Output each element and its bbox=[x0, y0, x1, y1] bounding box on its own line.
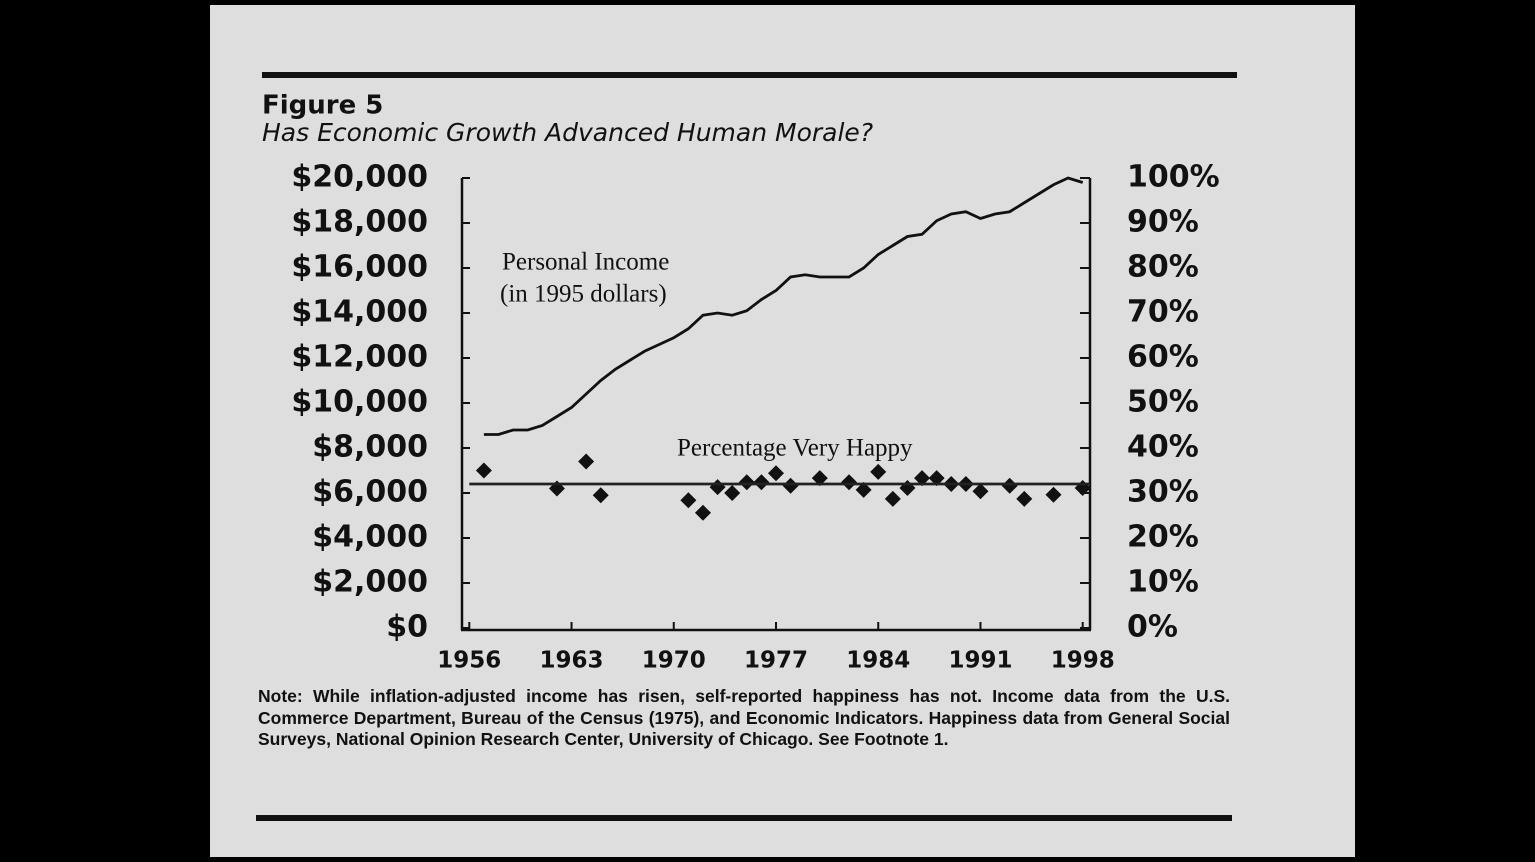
y2-tick-label: 90% bbox=[1127, 205, 1199, 240]
chart-subtitle: Has Economic Growth Advanced Human Moral… bbox=[262, 118, 873, 147]
point bbox=[724, 485, 741, 501]
point bbox=[972, 483, 989, 500]
y2-tick-label: 50% bbox=[1127, 385, 1199, 420]
point bbox=[855, 481, 872, 498]
y2-tick-label: 40% bbox=[1127, 430, 1199, 465]
point bbox=[768, 465, 784, 482]
x-tick-label: 1998 bbox=[1051, 648, 1115, 674]
slide bbox=[210, 5, 1355, 857]
point bbox=[841, 474, 858, 491]
x-tick-label: 1963 bbox=[540, 648, 604, 674]
x-tick-label: 1984 bbox=[846, 648, 910, 674]
annotation: Percentage Very Happy bbox=[677, 435, 913, 462]
y-tick-label: $2,000 bbox=[312, 565, 428, 600]
y2-tick-label: 20% bbox=[1127, 520, 1199, 555]
point bbox=[914, 470, 931, 487]
chart-title: Figure 5 bbox=[262, 91, 383, 121]
y2-tick-label: 10% bbox=[1127, 565, 1199, 600]
point bbox=[592, 487, 609, 504]
x-tick-label: 1977 bbox=[744, 648, 808, 674]
point bbox=[884, 490, 901, 507]
point bbox=[680, 492, 697, 509]
y2-tick-label: 100% bbox=[1127, 160, 1220, 195]
series-line bbox=[483, 176, 1084, 436]
y-tick-label: $16,000 bbox=[291, 250, 428, 285]
y-tick-label: $18,000 bbox=[291, 205, 428, 240]
y2-tick-label: 70% bbox=[1127, 295, 1199, 330]
point bbox=[811, 470, 828, 487]
y2-tick-label: 80% bbox=[1127, 250, 1199, 285]
point bbox=[753, 474, 770, 491]
point bbox=[738, 474, 755, 491]
y-tick-label: $10,000 bbox=[291, 385, 428, 420]
point bbox=[475, 462, 492, 479]
note: Note: While inflation-adjusted income ha… bbox=[258, 686, 1230, 749]
annotation: Personal Income bbox=[502, 249, 669, 276]
point bbox=[1016, 490, 1033, 507]
point bbox=[899, 480, 916, 497]
point bbox=[694, 504, 711, 521]
point bbox=[1045, 486, 1062, 503]
point bbox=[709, 479, 726, 496]
y-tick-label: $4,000 bbox=[312, 520, 428, 555]
y-tick-label: $20,000 bbox=[291, 160, 428, 195]
annotation: (in 1995 dollars) bbox=[500, 281, 667, 308]
point bbox=[870, 463, 887, 480]
point bbox=[578, 453, 595, 470]
y-tick-label: $6,000 bbox=[312, 475, 428, 510]
y2-tick-label: 0% bbox=[1127, 610, 1178, 645]
x-tick-label: 1956 bbox=[437, 648, 501, 674]
x-tick-label: 1991 bbox=[948, 648, 1012, 674]
y-tick-label: $14,000 bbox=[291, 295, 428, 330]
y-tick-label: $8,000 bbox=[312, 430, 428, 465]
y2-tick-label: 60% bbox=[1127, 340, 1199, 375]
y-tick-label: $0 bbox=[386, 610, 428, 645]
y2-tick-label: 30% bbox=[1127, 475, 1199, 510]
point bbox=[1001, 477, 1018, 494]
point bbox=[928, 470, 945, 487]
y-tick-label: $12,000 bbox=[291, 340, 428, 375]
x-tick-label: 1970 bbox=[642, 648, 706, 674]
point bbox=[782, 477, 799, 494]
